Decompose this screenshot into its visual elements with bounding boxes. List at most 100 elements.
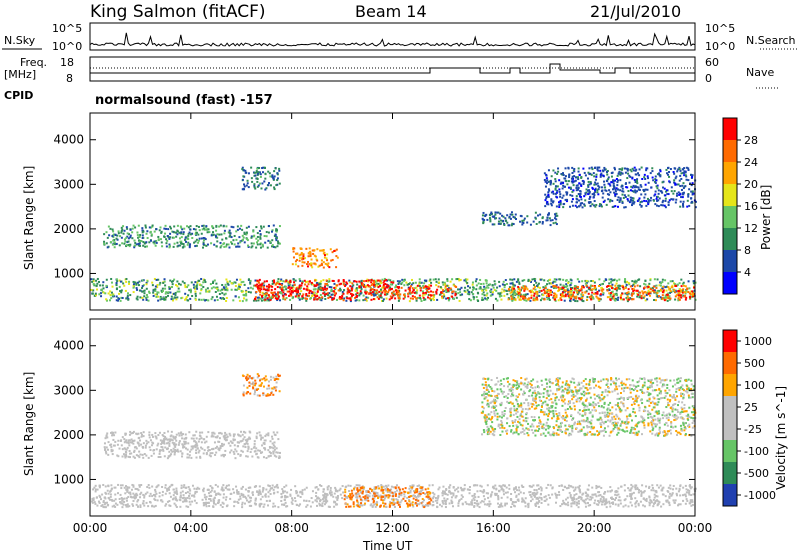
scatter-cell bbox=[414, 287, 417, 290]
scatter-cell bbox=[155, 295, 158, 298]
ground-scatter-cell bbox=[653, 493, 656, 496]
ground-scatter-cell bbox=[139, 505, 142, 508]
ground-scatter-cell bbox=[580, 498, 583, 501]
scatter-cell bbox=[346, 292, 349, 295]
scatter-cell bbox=[512, 291, 515, 294]
scatter-cell bbox=[432, 291, 435, 294]
ground-scatter-cell bbox=[678, 487, 681, 490]
scatter-cell bbox=[647, 203, 650, 206]
scatter-cell bbox=[223, 242, 226, 245]
scatter-cell bbox=[486, 284, 489, 287]
scatter-cell bbox=[297, 287, 300, 290]
scatter-cell bbox=[593, 281, 596, 284]
scatter-cell bbox=[273, 291, 276, 294]
scatter-cell bbox=[540, 289, 543, 292]
scatter-cell bbox=[355, 296, 358, 299]
scatter-cell bbox=[279, 280, 282, 283]
scatter-cell bbox=[437, 278, 440, 281]
scatter-cell bbox=[377, 279, 380, 282]
ground-scatter-cell bbox=[353, 488, 356, 491]
ground-scatter-cell bbox=[617, 504, 620, 507]
scatter-cell bbox=[285, 288, 288, 291]
ground-scatter-cell bbox=[415, 496, 418, 499]
scatter-cell bbox=[322, 279, 325, 282]
scatter-cell bbox=[454, 290, 457, 293]
scatter-cell bbox=[277, 295, 280, 298]
scatter-cell bbox=[356, 294, 359, 297]
scatter-cell bbox=[629, 285, 632, 288]
ground-scatter-cell bbox=[537, 505, 540, 508]
scatter-cell bbox=[176, 290, 179, 293]
scatter-cell bbox=[142, 290, 145, 293]
scatter-cell bbox=[609, 198, 612, 201]
scatter-cell bbox=[314, 288, 317, 291]
scatter-cell bbox=[547, 193, 550, 196]
ground-scatter-cell bbox=[436, 506, 439, 509]
ground-scatter-cell bbox=[392, 486, 395, 489]
ground-scatter-cell bbox=[417, 503, 420, 506]
scatter-cell bbox=[660, 204, 663, 207]
scatter-cell bbox=[302, 293, 305, 296]
scatter-cell bbox=[265, 285, 268, 288]
scatter-cell bbox=[422, 284, 425, 287]
ground-scatter-cell bbox=[130, 488, 133, 491]
scatter-cell bbox=[156, 291, 159, 294]
scatter-cell bbox=[601, 282, 604, 285]
ground-scatter-cell bbox=[443, 491, 446, 494]
scatter-cell bbox=[674, 298, 677, 301]
scatter-cell bbox=[132, 280, 135, 283]
ground-scatter-cell bbox=[692, 493, 695, 496]
scatter-cell bbox=[364, 291, 367, 294]
ground-scatter-cell bbox=[315, 495, 318, 498]
ground-scatter-cell bbox=[141, 502, 144, 505]
ground-scatter-cell bbox=[504, 504, 507, 507]
scatter-cell bbox=[269, 297, 272, 300]
scatter-cell bbox=[220, 233, 223, 236]
scatter-cell bbox=[329, 248, 332, 251]
scatter-cell bbox=[490, 288, 493, 291]
scatter-cell bbox=[377, 282, 380, 285]
scatter-cell bbox=[602, 293, 605, 296]
scatter-cell bbox=[619, 168, 622, 171]
ground-scatter-cell bbox=[543, 499, 546, 502]
ground-scatter-cell bbox=[94, 502, 97, 505]
scatter-cell bbox=[555, 185, 558, 188]
scatter-cell bbox=[197, 241, 200, 244]
ground-scatter-cell bbox=[385, 506, 388, 509]
scatter-cell bbox=[297, 294, 300, 297]
ground-scatter-cell bbox=[154, 488, 157, 491]
scatter-cell bbox=[468, 298, 471, 301]
nave-tick-low: 0 bbox=[705, 72, 712, 85]
scatter-cell bbox=[503, 224, 506, 227]
scatter-cell bbox=[633, 282, 636, 285]
scatter-cell bbox=[146, 296, 149, 299]
scatter-cell bbox=[525, 286, 528, 289]
scatter-cell bbox=[468, 291, 471, 294]
scatter-cell bbox=[676, 283, 679, 286]
scatter-cell bbox=[228, 231, 231, 234]
ground-scatter-cell bbox=[254, 499, 257, 502]
ground-scatter-cell bbox=[504, 491, 507, 494]
scatter-cell bbox=[652, 179, 655, 182]
scatter-cell bbox=[136, 288, 139, 291]
scatter-cell bbox=[544, 291, 547, 294]
scatter-cell bbox=[261, 296, 264, 299]
scatter-cell bbox=[576, 198, 579, 201]
ground-scatter-cell bbox=[93, 501, 96, 504]
scatter-cell bbox=[145, 294, 148, 297]
ground-scatter-cell bbox=[126, 490, 129, 493]
scatter-cell bbox=[256, 180, 259, 183]
ground-scatter-cell bbox=[371, 494, 374, 497]
ground-scatter-cell bbox=[584, 502, 587, 505]
scatter-cell bbox=[219, 289, 222, 292]
scatter-cell bbox=[596, 168, 599, 171]
ground-scatter-cell bbox=[483, 498, 486, 501]
scatter-cell bbox=[415, 286, 418, 289]
scatter-cell bbox=[505, 283, 508, 286]
scatter-cell bbox=[479, 287, 482, 290]
scatter-cell bbox=[646, 167, 649, 170]
ground-scatter-cell bbox=[346, 495, 349, 498]
scatter-cell bbox=[453, 297, 456, 300]
scatter-cell bbox=[293, 247, 296, 250]
scatter-cell bbox=[280, 278, 283, 281]
